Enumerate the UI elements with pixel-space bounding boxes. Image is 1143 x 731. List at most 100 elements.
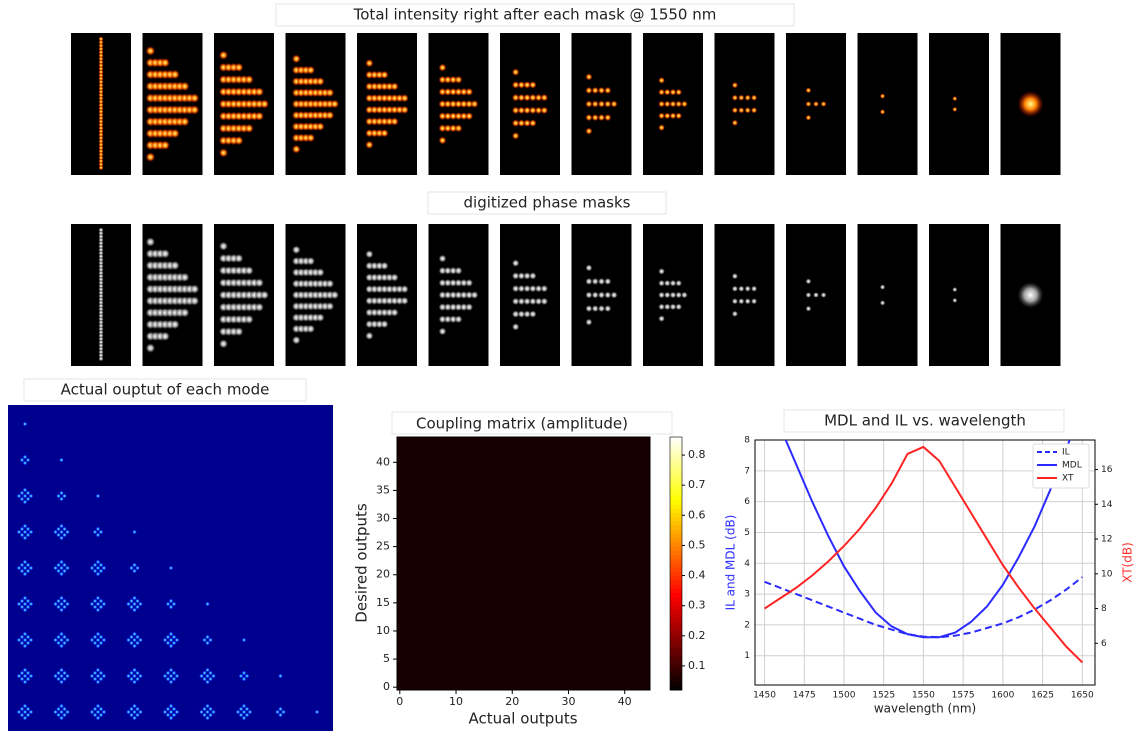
spot <box>132 667 137 673</box>
blob <box>738 94 745 101</box>
spot <box>171 634 177 640</box>
blob <box>400 93 409 103</box>
spot <box>22 571 28 577</box>
blob <box>585 113 593 122</box>
spot <box>22 667 28 673</box>
spot <box>165 640 171 646</box>
spot <box>92 706 98 712</box>
blob <box>511 272 520 280</box>
spot <box>208 670 213 676</box>
blob <box>170 128 180 139</box>
spot <box>22 529 28 535</box>
spot <box>168 703 174 709</box>
spot <box>95 631 101 637</box>
spot <box>25 598 31 604</box>
blob <box>663 112 671 120</box>
blob <box>454 266 463 275</box>
spot <box>132 568 137 574</box>
spot <box>62 640 67 646</box>
spot <box>56 670 61 676</box>
spot <box>129 598 134 604</box>
blob <box>470 100 479 108</box>
spot <box>98 706 104 712</box>
y2-tick-label: 16 <box>1101 465 1113 475</box>
blob <box>879 300 886 306</box>
blob <box>731 298 739 305</box>
blob <box>731 107 739 114</box>
x-tick-label: 20 <box>505 695 519 708</box>
blob <box>585 86 593 95</box>
y2-tick-label: 12 <box>1101 535 1112 545</box>
spot <box>126 637 131 643</box>
legend-label: IL <box>1062 448 1070 458</box>
spot <box>25 568 31 574</box>
spot <box>241 709 247 715</box>
spot <box>62 562 67 568</box>
y-tick-label: 5 <box>744 528 750 538</box>
spot <box>25 496 31 502</box>
spot <box>132 607 137 613</box>
spot <box>98 676 104 682</box>
spot <box>171 706 177 712</box>
colorbar-frame <box>669 436 683 691</box>
spot <box>19 562 25 568</box>
frame <box>754 439 1096 686</box>
spot <box>22 679 28 685</box>
blob <box>597 100 606 108</box>
spot <box>56 568 61 574</box>
spot <box>211 673 216 679</box>
colorbar-slice <box>670 538 682 543</box>
spot <box>205 667 210 673</box>
spot <box>65 709 70 715</box>
blob <box>234 136 244 146</box>
spot <box>53 601 58 607</box>
blob <box>390 117 399 126</box>
spot <box>95 667 101 673</box>
spot <box>241 676 247 682</box>
spot <box>53 529 58 535</box>
blob <box>738 107 745 114</box>
x-tick-label: 1500 <box>833 691 856 701</box>
plot-bg <box>397 437 650 690</box>
y2-tick-label: 6 <box>1101 639 1107 649</box>
blob <box>189 93 200 103</box>
blob <box>820 292 827 298</box>
x-tick-label: 1650 <box>1071 691 1094 701</box>
blob <box>254 111 264 121</box>
blob <box>170 69 180 80</box>
spot <box>22 631 28 637</box>
colorbar-slice <box>670 567 682 573</box>
colorbar-slice <box>670 618 682 624</box>
spot <box>135 676 140 682</box>
blob <box>952 106 958 112</box>
spot <box>22 565 28 571</box>
colorbar-slice <box>670 664 682 670</box>
colorbar-slice <box>670 487 682 493</box>
blob <box>511 284 520 293</box>
blob <box>365 140 374 150</box>
blob <box>517 106 526 115</box>
blob <box>805 87 812 94</box>
colorbar-slice <box>670 563 682 569</box>
y2-tick-label: 8 <box>1101 604 1107 614</box>
colorbar-slice <box>670 546 682 552</box>
spot <box>22 535 28 541</box>
blob <box>454 75 463 84</box>
spot <box>238 712 244 718</box>
blob <box>98 356 104 362</box>
colorbar-slice <box>670 660 682 666</box>
blob <box>244 123 254 134</box>
spot <box>25 712 31 718</box>
colorbar-slice <box>670 656 682 661</box>
colorbar-slice <box>670 593 682 598</box>
colorbar-slice <box>670 474 682 480</box>
x-tick-label: 0 <box>396 695 403 708</box>
spot <box>171 670 177 676</box>
y-tick-label: 0 <box>383 680 390 693</box>
spot <box>25 457 31 463</box>
blob <box>663 303 671 311</box>
blob <box>170 260 180 271</box>
spot <box>135 604 140 610</box>
spot <box>56 604 61 610</box>
